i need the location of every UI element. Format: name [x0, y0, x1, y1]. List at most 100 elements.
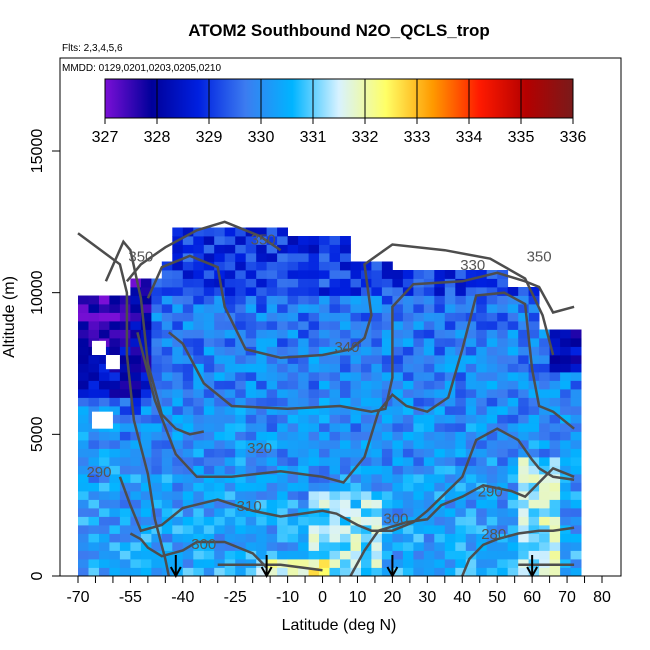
heatmap-cell: [308, 312, 320, 322]
heatmap-cell: [539, 491, 550, 500]
heatmap-cell: [298, 457, 309, 466]
heatmap-cell: [287, 236, 299, 245]
heatmap-cell: [78, 355, 89, 364]
heatmap-cell: [560, 423, 571, 432]
heatmap-cell: [402, 448, 414, 458]
heatmap-cell: [497, 338, 509, 347]
flights-note: Flts: 2,3,4,5,6: [62, 43, 123, 54]
heatmap-cell: [340, 482, 351, 492]
heatmap-cell: [423, 525, 435, 534]
heatmap-cell: [319, 516, 330, 526]
heatmap-cell: [119, 372, 131, 381]
heatmap-cell: [392, 482, 404, 492]
heatmap-cell: [235, 321, 247, 330]
heatmap-cell: [245, 491, 257, 500]
heatmap-cell: [402, 321, 414, 330]
heatmap-cell: [539, 542, 550, 551]
heatmap-cell: [298, 278, 309, 288]
heatmap-cell: [245, 465, 257, 475]
heatmap-cell: [224, 525, 236, 534]
heatmap-cell: [381, 270, 393, 279]
heatmap-cell: [465, 499, 477, 509]
heatmap-cell: [507, 397, 519, 407]
heatmap-cell: [193, 355, 205, 364]
heatmap-cell: [455, 533, 467, 543]
heatmap-cell: [277, 372, 288, 381]
x-tick-label: 10: [349, 589, 367, 606]
heatmap-cell: [99, 525, 110, 534]
heatmap-cell: [203, 295, 215, 305]
heatmap-cell: [287, 304, 299, 313]
heatmap-cell: [140, 278, 152, 288]
heatmap-cell: [570, 465, 582, 475]
heatmap-cell: [298, 414, 309, 424]
contour-line: [349, 466, 575, 577]
heatmap-cell: [203, 346, 215, 356]
heatmap-cell: [140, 287, 152, 296]
heatmap-cell: [203, 338, 215, 347]
contour-line: [136, 291, 575, 484]
heatmap-cell: [130, 525, 142, 534]
heatmap-cell: [308, 295, 320, 305]
heatmap-cell: [245, 244, 257, 254]
heatmap-cell: [507, 329, 519, 339]
heatmap-cell: [381, 346, 393, 356]
heatmap-cell: [434, 312, 446, 322]
heatmap-cell: [361, 491, 372, 500]
heatmap-cell: [381, 380, 393, 390]
x-tick-label: -40: [171, 589, 194, 606]
heatmap-cell: [371, 559, 383, 568]
heatmap-cell: [361, 457, 372, 466]
heatmap-cell: [193, 287, 205, 296]
heatmap-cell: [203, 491, 215, 500]
heatmap-cell: [402, 482, 414, 492]
heatmap-cell: [161, 431, 173, 441]
heatmap-cell: [308, 278, 320, 288]
heatmap-cell: [528, 321, 540, 330]
heatmap-cell: [455, 270, 467, 279]
heatmap-cell: [340, 499, 351, 509]
heatmap-cell: [434, 559, 446, 568]
heatmap-cell: [319, 372, 330, 381]
heatmap-cell: [78, 431, 89, 441]
heatmap-cell: [203, 312, 215, 322]
heatmap-cell: [193, 440, 205, 449]
heatmap-cell: [203, 278, 215, 288]
heatmap-cell: [497, 295, 509, 305]
heatmap-cell: [203, 406, 215, 415]
heatmap-cell: [287, 482, 299, 492]
heatmap-cell: [486, 431, 498, 441]
heatmap-cell: [245, 474, 257, 483]
heatmap-cell: [256, 542, 268, 551]
heatmap-cell: [570, 423, 582, 432]
heatmap-cell: [172, 448, 184, 458]
heatmap-cell: [277, 525, 288, 534]
heatmap-cell: [277, 397, 288, 407]
heatmap-cell: [329, 465, 341, 475]
heatmap-cell: [140, 516, 152, 526]
heatmap-cell: [402, 423, 414, 432]
heatmap-cell: [465, 516, 477, 526]
heatmap-cell: [287, 533, 299, 543]
heatmap-cell: [539, 448, 550, 458]
heatmap-cell: [266, 508, 278, 517]
heatmap-cell: [570, 372, 582, 381]
contour-label: 300: [383, 511, 408, 528]
heatmap-cell: [507, 355, 519, 364]
heatmap-cell: [256, 550, 268, 560]
heatmap-cell: [486, 542, 498, 551]
heatmap-cell: [350, 414, 362, 424]
heatmap-cell: [319, 329, 330, 339]
heatmap-cell: [507, 567, 519, 577]
heatmap-cell: [444, 312, 456, 322]
heatmap-cell: [298, 363, 309, 373]
heatmap-cell: [224, 329, 236, 339]
heatmap-cell: [413, 423, 425, 432]
heatmap-cell: [381, 304, 393, 313]
heatmap-cell: [119, 533, 131, 543]
heatmap-cell: [256, 525, 268, 534]
dates-note: MMDD: 0129,0201,0203,0205,0210: [62, 63, 221, 74]
heatmap-cell: [329, 516, 341, 526]
heatmap-cell: [88, 329, 100, 339]
heatmap-cell: [350, 516, 362, 526]
